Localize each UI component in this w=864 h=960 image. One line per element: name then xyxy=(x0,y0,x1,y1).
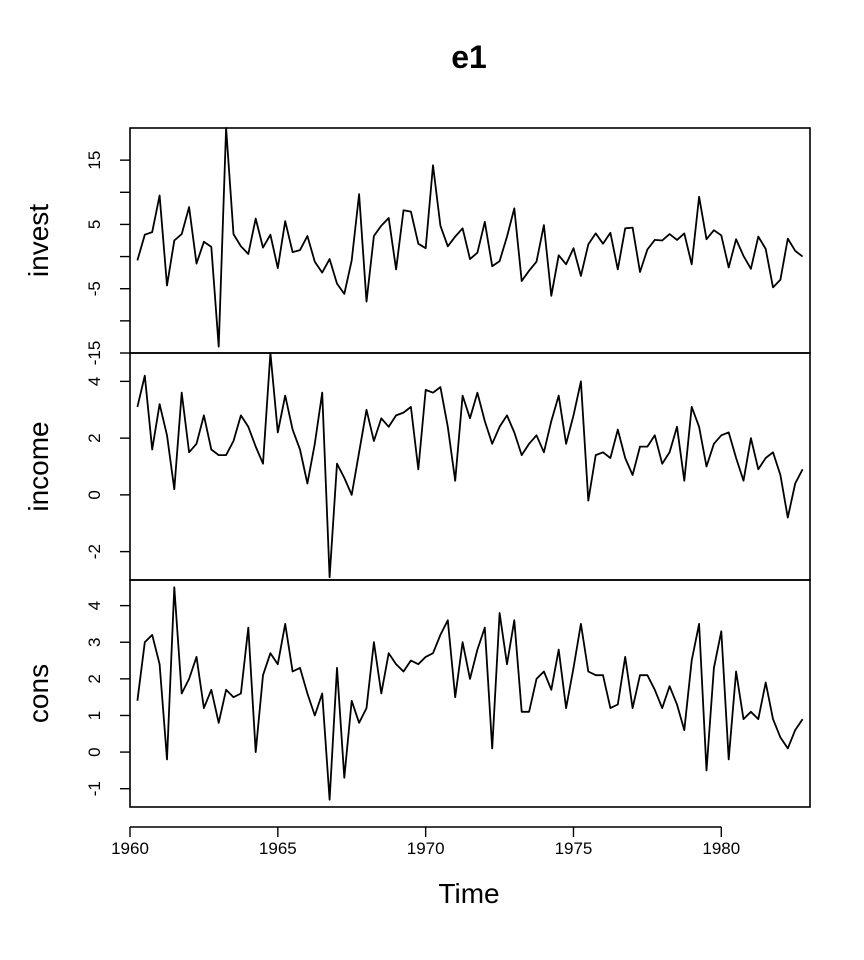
y-tick-label: 0 xyxy=(85,747,104,756)
y-tick-label: -5 xyxy=(85,281,104,296)
y-tick-label: 2 xyxy=(85,674,104,683)
panel-frame xyxy=(129,352,811,581)
panels: -15 -5 5 15 invest -2 0 2 4 income -1 0 1 2 3 4 cons xyxy=(23,127,811,808)
y-axis-label-invest: invest xyxy=(23,204,54,277)
x-tick-label: 1970 xyxy=(407,839,445,858)
y-tick-label: -15 xyxy=(85,341,104,366)
x-tick-label: 1960 xyxy=(111,839,149,858)
panel-frame xyxy=(129,579,811,808)
x-tick-label: 1965 xyxy=(259,839,297,858)
panel-income: -2 0 2 4 income xyxy=(23,352,811,581)
y-tick-label: 0 xyxy=(85,490,104,499)
y-tick-label: 3 xyxy=(85,638,104,647)
x-axis-label: Time xyxy=(438,878,499,909)
x-tick-label: 1980 xyxy=(702,839,740,858)
x-tick-label: 1975 xyxy=(555,839,593,858)
y-axis-label-cons: cons xyxy=(23,664,54,723)
y-tick-label: 4 xyxy=(85,377,104,386)
y-tick-label: -2 xyxy=(85,544,104,559)
series-line-income xyxy=(136,352,804,579)
y-tick-label: -1 xyxy=(85,781,104,796)
series-line-invest xyxy=(136,127,804,348)
y-tick-label: 2 xyxy=(85,433,104,442)
panel-frame xyxy=(129,127,811,354)
y-tick-label: 1 xyxy=(85,711,104,720)
y-tick-label: 5 xyxy=(85,220,104,229)
y-tick-label: 4 xyxy=(85,601,104,610)
y-tick-label: 15 xyxy=(85,151,104,170)
y-axis-label-income: income xyxy=(23,421,54,511)
panel-invest: -15 -5 5 15 invest xyxy=(23,127,811,366)
series-line-cons xyxy=(136,586,804,801)
panel-cons: -1 0 1 2 3 4 cons xyxy=(23,579,811,808)
chart-title: e1 xyxy=(451,39,487,75)
x-axis: 1960 1965 1970 1975 1980 xyxy=(111,826,740,858)
